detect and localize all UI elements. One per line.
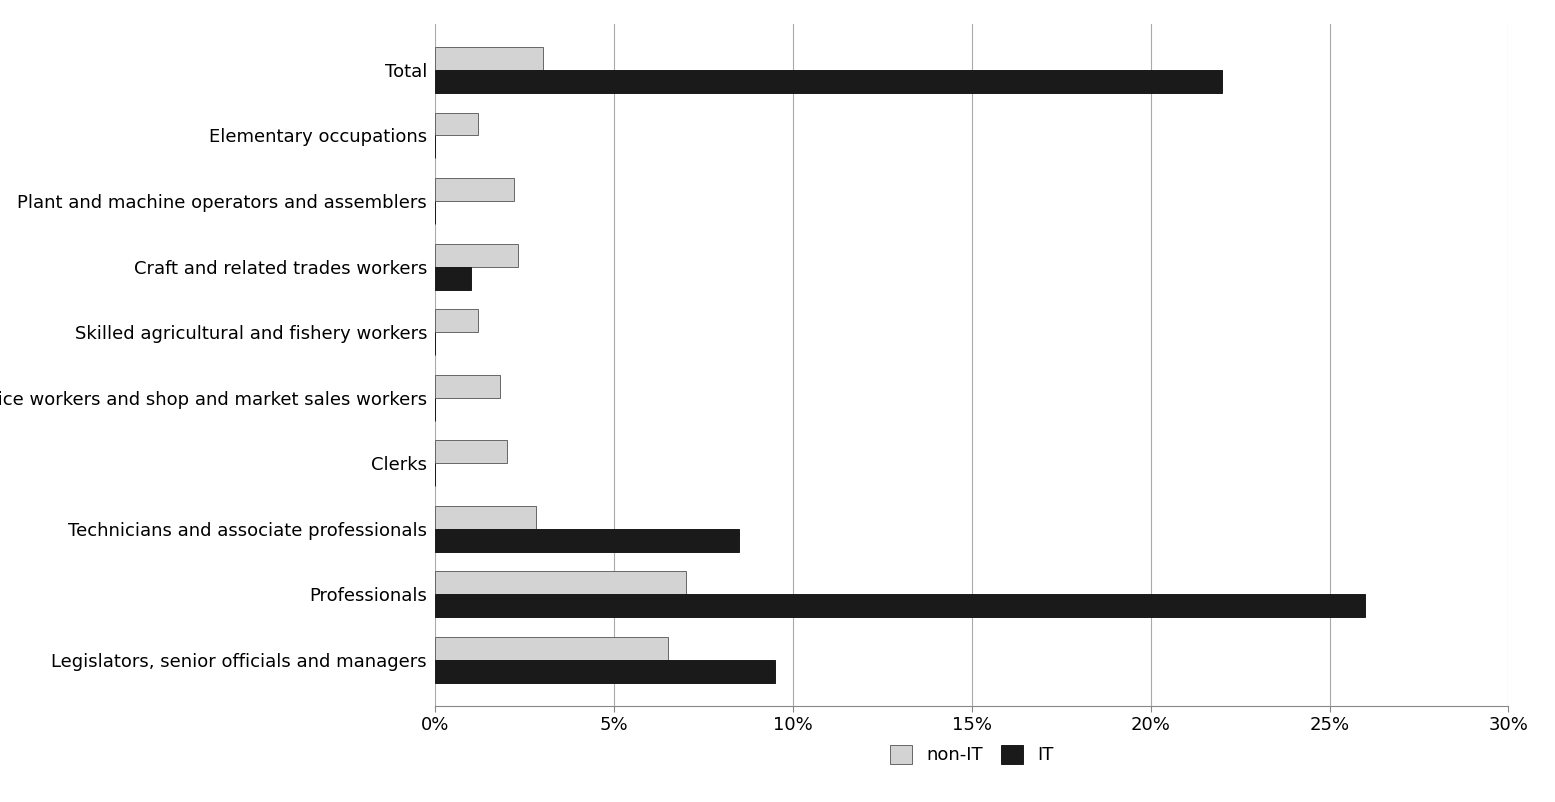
- Bar: [435, 266, 471, 290]
- Bar: [435, 112, 479, 136]
- Bar: [435, 594, 1365, 618]
- Bar: [435, 571, 686, 594]
- Bar: [435, 310, 479, 332]
- Bar: [435, 70, 1222, 93]
- Bar: [435, 529, 740, 552]
- Bar: [435, 47, 543, 70]
- Legend: non-IT, IT: non-IT, IT: [883, 738, 1061, 772]
- Bar: [435, 506, 535, 529]
- Bar: [435, 178, 515, 201]
- Bar: [435, 244, 518, 266]
- Bar: [435, 660, 774, 683]
- Bar: [435, 440, 507, 464]
- Bar: [435, 637, 669, 660]
- Bar: [435, 375, 499, 398]
